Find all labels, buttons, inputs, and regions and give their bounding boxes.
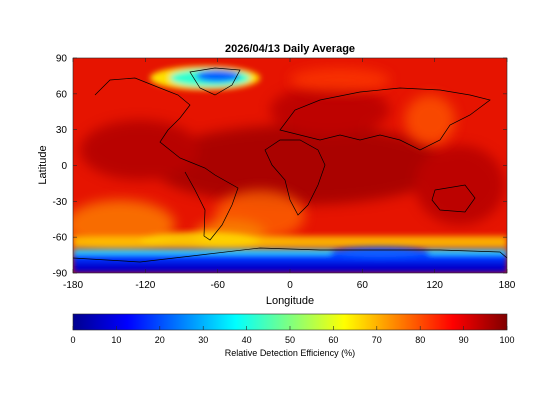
x-tick-label: -120 <box>135 280 155 291</box>
y-tick-label: 30 <box>56 125 68 136</box>
map-title: 2026/04/13 Daily Average <box>225 43 355 55</box>
colorbar-tick-label: 40 <box>242 335 252 345</box>
x-axis-ticks: -180 -120 -60 0 60 120 180 <box>63 58 516 291</box>
x-tick-label: 180 <box>499 280 516 291</box>
y-tick-label: 0 <box>61 161 67 172</box>
colorbar-label: Relative Detection Efficiency (%) <box>225 348 355 358</box>
x-tick-label: -180 <box>63 280 83 291</box>
y-axis-label: Latitude <box>37 145 49 184</box>
y-axis-ticks: 90 60 30 0 -30 -60 -90 <box>53 54 507 280</box>
colorbar-tick-label: 20 <box>155 335 165 345</box>
colorbar-tick-label: 10 <box>111 335 121 345</box>
colorbar-tick-label: 30 <box>198 335 208 345</box>
colorbar-tick-label: 100 <box>499 335 514 345</box>
x-tick-label: 60 <box>357 280 369 291</box>
x-tick-label: 120 <box>426 280 443 291</box>
colorbar-tick-label: 80 <box>415 335 425 345</box>
colorbar-tick-label: 50 <box>285 335 295 345</box>
colorbar-tick-label: 70 <box>372 335 382 345</box>
colorbar-tick-label: 90 <box>459 335 469 345</box>
coastlines <box>73 67 507 263</box>
y-tick-label: -30 <box>53 197 68 208</box>
y-tick-label: -60 <box>53 233 68 244</box>
map-plot <box>73 58 507 273</box>
x-axis-label: Longitude <box>266 295 314 307</box>
y-tick-label: -90 <box>53 269 68 280</box>
x-tick-label: -60 <box>210 280 225 291</box>
colorbar-tick-label: 0 <box>70 335 75 345</box>
y-tick-label: 90 <box>56 54 68 65</box>
x-tick-label: 0 <box>287 280 293 291</box>
colorbar-tick-label: 60 <box>328 335 338 345</box>
y-tick-label: 60 <box>56 89 68 100</box>
colorbar-ticks: 0 10 20 30 40 50 60 70 80 90 100 <box>70 326 515 345</box>
